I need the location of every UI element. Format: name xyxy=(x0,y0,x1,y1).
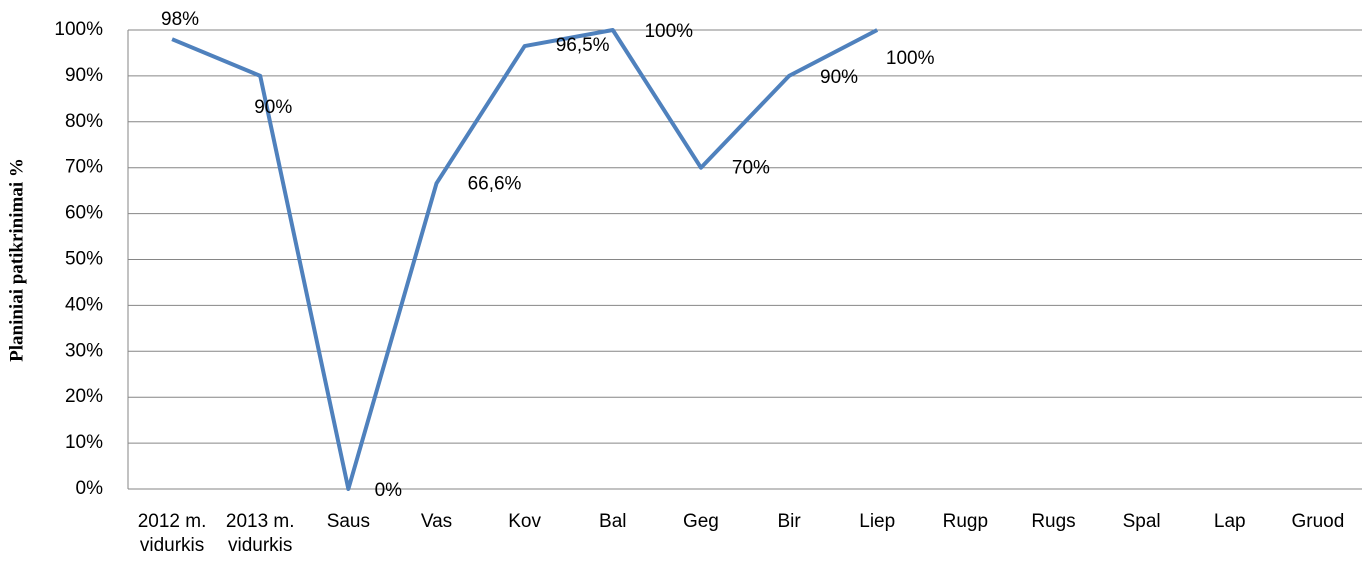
data-label: 66,6% xyxy=(468,173,522,194)
data-label: 70% xyxy=(732,158,770,179)
x-tick-label: Saus xyxy=(326,511,370,532)
y-tick-label: 100% xyxy=(54,19,103,40)
x-tick-label: Spal xyxy=(1122,511,1161,532)
x-tick-label: Rugp xyxy=(942,511,989,532)
y-tick-label: 20% xyxy=(65,386,103,407)
x-tick-label: Lap xyxy=(1213,511,1246,532)
y-tick-label: 0% xyxy=(76,478,104,499)
y-axis-label: Planiniai patikrinimai % xyxy=(6,158,27,362)
x-tick-label: Bal xyxy=(599,511,627,532)
x-tick-label: Bir xyxy=(777,511,801,532)
y-tick-label: 10% xyxy=(65,432,103,453)
y-tick-label: 90% xyxy=(65,65,103,86)
y-tick-label: 70% xyxy=(65,157,103,178)
y-tick-label: 60% xyxy=(65,203,103,224)
x-tick-label: Rugs xyxy=(1031,511,1076,532)
x-tick-label: 2012 m. vidurkis xyxy=(137,511,207,556)
x-tick-label: Liep xyxy=(859,511,896,532)
y-tick-label: 50% xyxy=(65,249,103,270)
data-label: 96,5% xyxy=(556,35,610,56)
x-tick-label: Gruod xyxy=(1291,511,1345,532)
data-label: 90% xyxy=(254,97,292,118)
y-tick-label: 80% xyxy=(65,111,103,132)
x-tick-label: Vas xyxy=(420,511,453,532)
data-label: 98% xyxy=(161,9,199,30)
x-tick-label: Kov xyxy=(508,511,541,532)
line xyxy=(171,28,879,491)
data-label: 100% xyxy=(886,48,935,69)
data-label: 90% xyxy=(820,67,858,88)
data-label: 0% xyxy=(375,480,403,501)
x-tick-label: Geg xyxy=(682,511,719,532)
data-label: 100% xyxy=(644,21,693,42)
y-tick-label: 30% xyxy=(65,340,103,361)
x-tick-label: 2013 m. vidurkis xyxy=(225,511,295,556)
y-tick-label: 40% xyxy=(65,294,103,315)
